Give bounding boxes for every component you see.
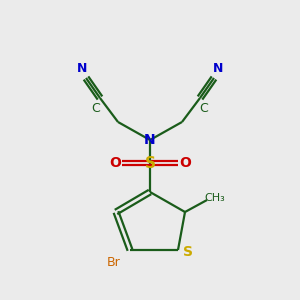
Text: CH₃: CH₃ xyxy=(205,193,225,203)
Text: S: S xyxy=(183,245,193,259)
Text: N: N xyxy=(144,133,156,147)
Text: O: O xyxy=(109,156,121,170)
Text: C: C xyxy=(92,101,100,115)
Text: S: S xyxy=(145,155,155,170)
Text: Br: Br xyxy=(107,256,121,268)
Text: C: C xyxy=(200,101,208,115)
Text: N: N xyxy=(77,61,87,74)
Text: N: N xyxy=(213,61,223,74)
Text: O: O xyxy=(179,156,191,170)
